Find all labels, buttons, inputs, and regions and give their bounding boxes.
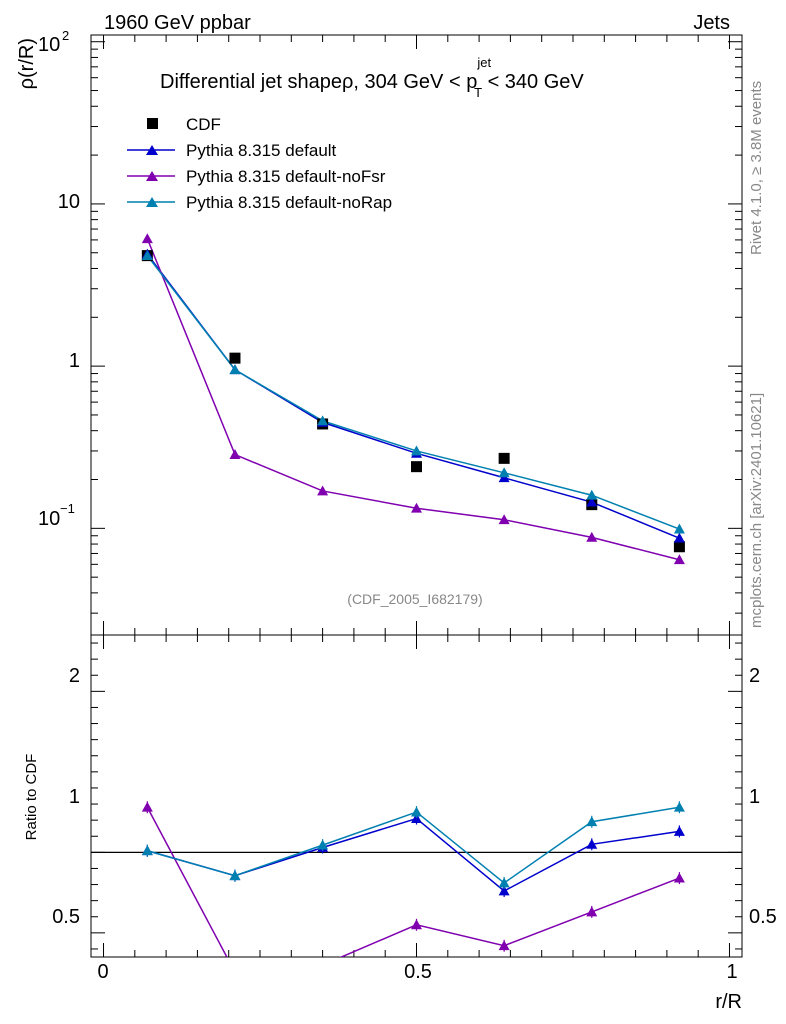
- data-point-data: [229, 352, 241, 364]
- ratio-line-noFsr: [146, 806, 680, 957]
- data-point-default: [586, 496, 598, 507]
- x-tick-label-1: 1: [726, 961, 737, 983]
- ratio-point-noFsr: [673, 872, 685, 883]
- y-tick-label-1: 1: [69, 350, 80, 372]
- chart-title: Differential jet shapeρ, 304 GeV < pjet T…: [160, 55, 584, 100]
- data-point-noRap: [498, 467, 510, 478]
- legend-label-norap: Pythia 8.315 default-noRap: [186, 193, 392, 212]
- x-tick-label-0.5: 0.5: [404, 961, 432, 983]
- series-line-default: [146, 253, 680, 539]
- ratio-panel-frame: [90, 634, 743, 958]
- data-point-noRap: [586, 489, 598, 500]
- ratio-line-noRap: [147, 806, 680, 884]
- ratio-point-noFsr: [317, 960, 328, 970]
- y-tick-label-100-base: 10: [38, 34, 60, 56]
- x-tick-label-0: 0: [97, 961, 108, 983]
- data-point-data: [673, 541, 685, 553]
- y-tick-label-10: 10: [58, 191, 80, 213]
- ratio-line-default: [147, 817, 680, 892]
- ratio-point-noFsr: [498, 940, 510, 951]
- data-point-noRap: [673, 523, 685, 534]
- legend-marker-nofsr: [146, 171, 158, 181]
- ratio-point-noFsr: [586, 906, 598, 917]
- legend-marker-norap: [146, 197, 158, 207]
- legend-marker-cdf: [147, 118, 158, 129]
- ratio-point-noRap: [673, 801, 685, 812]
- ratio-y-tick-0.5-right: 0.5: [749, 906, 777, 928]
- legend-marker-default: [146, 145, 158, 155]
- ratio-point-noRap: [317, 839, 329, 850]
- title-sup: jet: [476, 55, 491, 70]
- data-point-noFsr: [141, 233, 153, 244]
- ratio-point-noRap: [141, 845, 153, 856]
- ratio-panel-marks: [91, 801, 742, 977]
- y-tick-label-100-exp: 2: [62, 28, 69, 43]
- data-point-noFsr: [673, 554, 685, 565]
- y-tick-label-0.1-exp: −1: [60, 501, 75, 516]
- ratio-point-noFsr: [411, 919, 422, 930]
- data-point-noFsr: [229, 449, 241, 459]
- legend-label-nofsr: Pythia 8.315 default-noFsr: [186, 167, 386, 186]
- ratio-y-label: Ratio to CDF: [23, 754, 40, 841]
- ratio-point-noFsr: [229, 967, 240, 977]
- data-point-default: [498, 472, 510, 483]
- legend-label-default: Pythia 8.315 default: [186, 141, 337, 160]
- ratio-point-noRap: [229, 870, 241, 881]
- ratio-point-noFsr: [141, 801, 153, 812]
- title-sub: T: [474, 85, 482, 100]
- legend-label-cdf: CDF: [186, 115, 221, 134]
- data-point-noFsr: [317, 485, 329, 496]
- main-panel-marks: [141, 233, 685, 565]
- ratio-point-default: [498, 885, 510, 896]
- x-axis-label: r/R: [715, 991, 742, 1013]
- title-suffix: < 340 GeV: [482, 71, 584, 93]
- ratio-y-tick-2-right: 2: [749, 665, 760, 687]
- header-left: 1960 GeV ppbar: [104, 12, 251, 34]
- axis-ticks: [91, 35, 742, 957]
- title-prefix: Differential jet shapeρ, 304 GeV < p: [160, 71, 477, 93]
- ratio-point-noRap: [411, 806, 422, 817]
- ratio-y-tick-2-left: 2: [69, 665, 80, 687]
- ratio-point-default: [586, 838, 598, 849]
- y-tick-label-0.1-base: 10: [38, 508, 60, 530]
- main-y-label: ρ(r/R): [16, 38, 38, 89]
- data-point-noFsr: [586, 531, 598, 542]
- data-point-noFsr: [411, 502, 422, 513]
- data-point-noRap: [229, 364, 241, 375]
- data-point-noRap: [317, 415, 329, 426]
- mcplots-label: mcplots.cern.ch [arXiv:2401.10621]: [748, 393, 765, 628]
- rivet-label: Rivet 4.1.0, ≥ 3.8M events: [748, 81, 765, 255]
- ratio-y-tick-0.5-left: 0.5: [52, 906, 80, 928]
- data-point-default: [673, 532, 685, 543]
- series-line-noRap: [146, 255, 680, 530]
- ratio-series-group: [141, 801, 685, 977]
- ratio-point-noRap: [498, 877, 510, 888]
- header-right: Jets: [693, 12, 730, 34]
- data-point-data: [411, 461, 422, 473]
- ratio-y-tick-1-right: 1: [749, 786, 760, 808]
- analysis-watermark: (CDF_2005_I682179): [347, 591, 482, 607]
- ratio-point-noRap: [586, 816, 598, 827]
- ratio-y-tick-1-left: 1: [69, 786, 80, 808]
- ratio-point-default: [673, 825, 685, 836]
- data-point-data: [498, 452, 510, 464]
- legend: CDF Pythia 8.315 default Pythia 8.315 de…: [127, 115, 392, 212]
- data-point-noRap: [411, 445, 422, 456]
- data-point-noFsr: [498, 514, 510, 525]
- data-point-noRap: [141, 250, 153, 261]
